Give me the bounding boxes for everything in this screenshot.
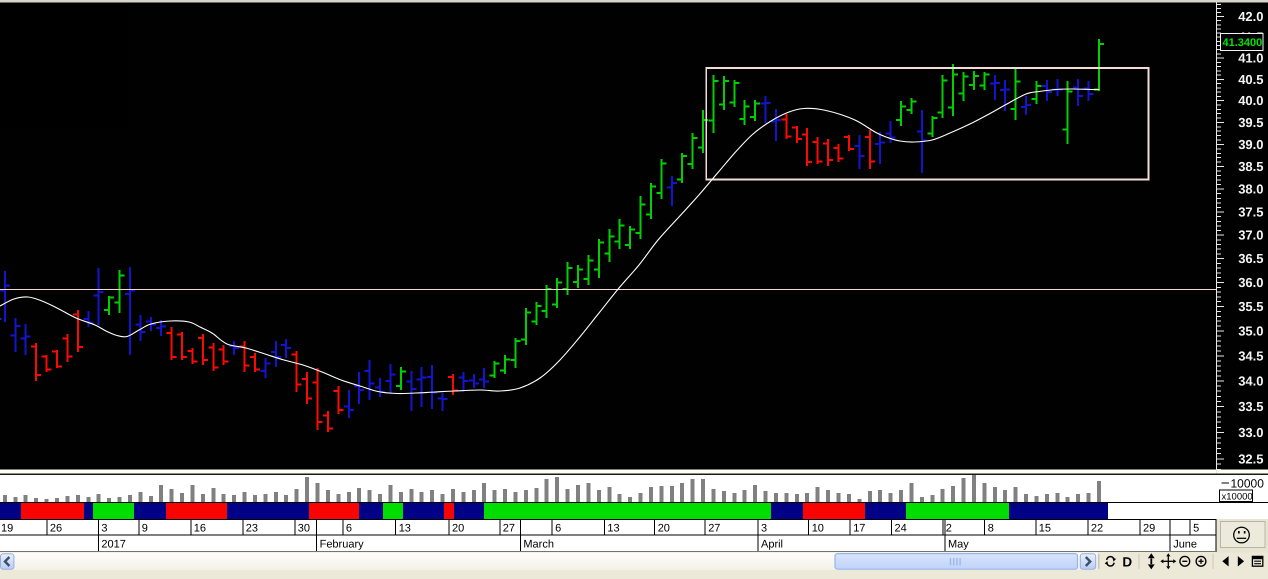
svg-text:27: 27: [503, 523, 515, 535]
svg-text:13: 13: [607, 523, 619, 535]
svg-text:40.5: 40.5: [1238, 72, 1263, 87]
svg-text:39.5: 39.5: [1238, 115, 1263, 130]
svg-text:41.3400: 41.3400: [1223, 37, 1263, 49]
svg-text:x10000: x10000: [1222, 491, 1253, 502]
svg-text:19: 19: [1, 523, 13, 535]
svg-text:24: 24: [895, 523, 907, 535]
svg-text:35.5: 35.5: [1238, 299, 1263, 314]
svg-text:34.0: 34.0: [1238, 374, 1263, 389]
svg-text:April: April: [761, 539, 783, 551]
svg-text:38.5: 38.5: [1238, 159, 1263, 174]
svg-text:6: 6: [346, 523, 352, 535]
svg-text:8: 8: [988, 523, 994, 535]
svg-text:13: 13: [399, 523, 411, 535]
svg-text:May: May: [948, 539, 969, 551]
svg-text:March: March: [523, 539, 554, 551]
svg-text:2: 2: [946, 523, 952, 535]
svg-text:34.5: 34.5: [1238, 348, 1263, 363]
svg-text:42.0: 42.0: [1238, 9, 1263, 24]
svg-text:June: June: [1173, 539, 1197, 551]
svg-text:40.0: 40.0: [1238, 93, 1263, 108]
svg-text:23: 23: [246, 523, 258, 535]
svg-text:10: 10: [812, 523, 824, 535]
svg-text:15: 15: [1039, 523, 1051, 535]
svg-text:33.5: 33.5: [1238, 399, 1263, 414]
svg-text:9: 9: [142, 523, 148, 535]
svg-text:37.5: 37.5: [1238, 205, 1263, 220]
svg-text:2017: 2017: [101, 539, 125, 551]
svg-text:February: February: [320, 539, 365, 551]
svg-text:30: 30: [298, 523, 310, 535]
svg-text:17: 17: [853, 523, 865, 535]
svg-text:20: 20: [658, 523, 670, 535]
svg-text:20: 20: [452, 523, 464, 535]
svg-text:D: D: [1122, 554, 1132, 569]
svg-text:27: 27: [708, 523, 720, 535]
svg-text:3: 3: [761, 523, 767, 535]
svg-text:6: 6: [555, 523, 561, 535]
svg-text:39.0: 39.0: [1238, 137, 1263, 152]
svg-text:32.5: 32.5: [1238, 451, 1263, 466]
svg-text:5: 5: [1193, 523, 1199, 535]
svg-text:38.0: 38.0: [1238, 182, 1263, 197]
svg-text:3: 3: [101, 523, 107, 535]
svg-text:26: 26: [50, 523, 62, 535]
svg-text:22: 22: [1091, 523, 1103, 535]
svg-text:37.0: 37.0: [1238, 228, 1263, 243]
svg-text:41.0: 41.0: [1238, 51, 1263, 66]
svg-text:29: 29: [1143, 523, 1155, 535]
svg-text:36.0: 36.0: [1238, 275, 1263, 290]
svg-text:36.5: 36.5: [1238, 251, 1263, 266]
svg-text:35.0: 35.0: [1238, 324, 1263, 339]
svg-text:16: 16: [194, 523, 206, 535]
svg-text:33.0: 33.0: [1238, 425, 1263, 440]
svg-text:10000: 10000: [1231, 477, 1265, 491]
